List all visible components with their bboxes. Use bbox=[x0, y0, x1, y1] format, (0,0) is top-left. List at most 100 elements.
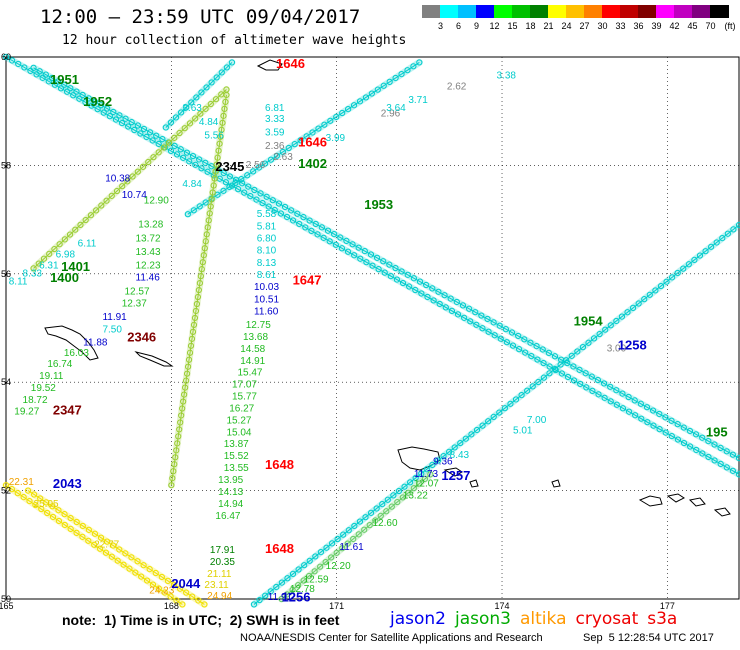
track-point bbox=[735, 454, 740, 462]
track-point bbox=[345, 106, 352, 113]
track-point bbox=[82, 216, 89, 224]
track-point bbox=[619, 390, 626, 397]
track-point bbox=[416, 278, 424, 285]
track-point bbox=[220, 187, 227, 194]
track-line bbox=[253, 224, 740, 605]
track-point bbox=[132, 569, 139, 576]
wave-height-value: 21.11 bbox=[207, 569, 232, 580]
wave-height-value: 12.20 bbox=[326, 561, 351, 572]
track-point bbox=[296, 220, 303, 228]
track-point bbox=[429, 461, 436, 468]
track-point bbox=[327, 117, 334, 124]
track-point bbox=[212, 96, 220, 103]
track-point bbox=[540, 374, 547, 381]
track-point bbox=[484, 315, 491, 323]
track-point bbox=[93, 207, 100, 214]
track-point bbox=[120, 561, 127, 568]
legend-swatch bbox=[476, 5, 495, 18]
track-point bbox=[288, 207, 295, 214]
wave-height-value: 10.38 bbox=[105, 174, 130, 185]
track-point bbox=[363, 259, 370, 266]
track-point bbox=[579, 344, 587, 351]
track-point bbox=[284, 575, 291, 582]
track-point bbox=[134, 168, 141, 175]
coastline bbox=[256, 59, 283, 71]
track-line bbox=[281, 473, 431, 600]
track-point bbox=[434, 457, 442, 464]
track-point bbox=[564, 359, 571, 367]
track-point bbox=[173, 597, 180, 604]
wave-height-value: 3.00 bbox=[607, 343, 627, 354]
track-point bbox=[334, 535, 341, 543]
track-point bbox=[518, 391, 525, 399]
wave-height-value: 23.11 bbox=[204, 580, 229, 591]
page-subtitle: 12 hour collection of altimeter wave hei… bbox=[62, 33, 407, 48]
track-point bbox=[473, 426, 481, 434]
track-point bbox=[167, 147, 175, 155]
island-shape bbox=[44, 325, 99, 361]
track-point bbox=[496, 322, 503, 329]
track-point bbox=[350, 102, 358, 109]
track-point bbox=[26, 497, 33, 505]
track-point bbox=[192, 115, 199, 122]
track-point bbox=[576, 366, 583, 373]
track-point bbox=[607, 322, 614, 329]
track-point bbox=[351, 522, 358, 530]
wave-height-value: 12.59 bbox=[304, 575, 329, 586]
track-point bbox=[416, 480, 423, 487]
track-point bbox=[323, 544, 330, 551]
wave-height-value: 3.33 bbox=[265, 114, 285, 125]
track-point bbox=[108, 553, 115, 560]
track-point bbox=[150, 154, 157, 161]
track-point bbox=[189, 593, 196, 600]
track-point bbox=[585, 339, 592, 346]
legend-swatch bbox=[530, 5, 549, 18]
track-point bbox=[340, 531, 347, 538]
track-point bbox=[699, 450, 706, 457]
wave-height-value: 13.68 bbox=[243, 332, 268, 343]
track-point bbox=[656, 426, 663, 433]
track-point bbox=[273, 583, 280, 591]
track-point bbox=[48, 74, 56, 82]
wave-height-value: 2.96 bbox=[381, 109, 401, 120]
track-point bbox=[297, 137, 304, 144]
wave-height-value: 15.47 bbox=[237, 368, 262, 379]
wave-height-value: 11.61 bbox=[339, 542, 364, 553]
track-point bbox=[314, 231, 321, 238]
track-point bbox=[147, 129, 154, 136]
track-point bbox=[49, 503, 56, 510]
track-point bbox=[278, 579, 285, 586]
track-point bbox=[279, 148, 286, 156]
track-point bbox=[441, 292, 448, 299]
track-point bbox=[114, 557, 121, 564]
track-point bbox=[491, 332, 498, 339]
track-point bbox=[497, 335, 504, 342]
track-point bbox=[321, 121, 328, 128]
wave-height-value: 2.36 bbox=[265, 141, 285, 152]
track-point bbox=[277, 210, 284, 217]
pass-time-label: 1400 bbox=[50, 270, 79, 285]
pass-time-label: 1953 bbox=[364, 197, 393, 212]
legend-swatch bbox=[602, 5, 621, 18]
track-point bbox=[668, 417, 675, 424]
legend-label: 70 bbox=[705, 21, 716, 31]
track-point bbox=[226, 183, 233, 191]
track-point bbox=[197, 110, 204, 117]
island-shape bbox=[443, 467, 463, 477]
track-point bbox=[202, 105, 209, 112]
wave-height-value: 9.36 bbox=[433, 457, 453, 468]
track-point bbox=[558, 370, 565, 377]
track-point bbox=[171, 134, 178, 141]
pass-time-label: 1648 bbox=[265, 457, 294, 472]
track-point bbox=[406, 283, 413, 290]
track-point bbox=[152, 569, 159, 577]
track-point bbox=[361, 526, 368, 533]
track-point bbox=[650, 407, 657, 414]
track-point bbox=[91, 530, 99, 537]
satellite-track bbox=[30, 86, 230, 272]
track-point bbox=[15, 60, 22, 68]
track-point bbox=[35, 260, 42, 267]
track-point bbox=[405, 489, 412, 496]
track-point bbox=[643, 404, 651, 411]
track-point bbox=[73, 88, 80, 95]
